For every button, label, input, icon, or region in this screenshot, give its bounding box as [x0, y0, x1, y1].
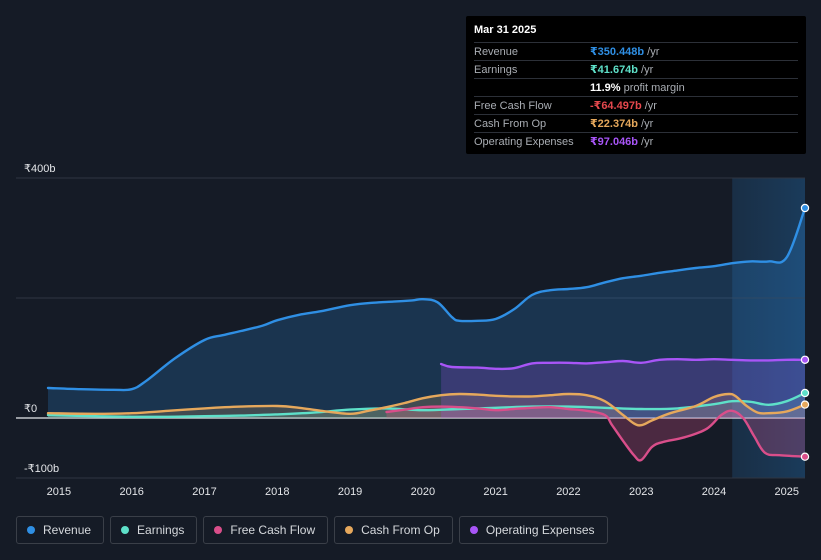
cash-from-op-end-point	[800, 400, 810, 409]
legend-item-label: Revenue	[43, 523, 92, 537]
operating-expenses-line	[439, 358, 807, 371]
x-tick-label: 2016	[119, 486, 143, 498]
plot-background	[732, 178, 805, 478]
free-cash-flow-end-point	[800, 452, 810, 461]
tooltip-row-value: ₹41.674b	[590, 64, 639, 76]
x-tick-label: 2019	[338, 486, 362, 498]
tooltip-row-label: Earnings	[474, 63, 518, 76]
legend-item-label: Free Cash Flow	[230, 523, 316, 537]
tooltip-row: Cash From Op ₹22.374b/yr	[474, 114, 798, 132]
series-end-markers	[800, 203, 810, 461]
tooltip-row-value: ₹97.046b	[590, 136, 639, 148]
tooltip-row-label: Revenue	[474, 45, 519, 58]
tooltip-row-unit: /yr	[647, 45, 660, 58]
tooltip-row: Revenue ₹350.448b/yr	[474, 42, 798, 60]
forecast-shade	[732, 178, 805, 478]
tooltip-row-unit: /yr	[641, 117, 654, 130]
earnings-area	[48, 393, 805, 418]
legend-item-revenue[interactable]: Revenue	[16, 516, 105, 544]
tooltip-row-label: Cash From Op	[474, 117, 547, 130]
x-tick-label: 2018	[265, 486, 289, 498]
legend-item-label: Earnings	[137, 523, 185, 537]
y-tick-label: ₹400b	[24, 163, 55, 175]
revenue-line	[46, 206, 807, 392]
legend-item-operating-expenses[interactable]: Operating Expenses	[458, 516, 608, 544]
x-tick-label: 2025	[775, 486, 799, 498]
earnings-dot-icon	[121, 526, 130, 534]
x-tick-label: 2023	[629, 486, 653, 498]
tooltip-row-label: Operating Expenses	[474, 135, 574, 148]
data-tooltip: Mar 31 2025 Revenue ₹350.448b/yr Earnings ₹…	[466, 16, 806, 154]
x-tick-label: 2024	[702, 486, 726, 498]
legend-item-label: Operating Expenses	[485, 523, 595, 537]
y-tick-label: ₹0	[24, 403, 37, 415]
tooltip-row-label: Free Cash Flow	[474, 99, 552, 112]
series-lines	[46, 206, 807, 462]
revenue-area	[48, 208, 805, 418]
revenue-dot-icon	[27, 526, 35, 534]
revenue-end-point	[800, 203, 810, 213]
x-tick-label: 2021	[483, 486, 507, 498]
tooltip-row: Free Cash Flow -₹64.497b/yr	[474, 96, 798, 114]
chart-legend: Revenue Earnings Free Cash Flow Cash From O…	[16, 516, 608, 546]
tooltip-date: Mar 31 2025	[474, 24, 537, 36]
x-tick-label: 2020	[411, 486, 435, 498]
cash-from-op-dot-icon	[345, 526, 354, 534]
tooltip-row-value: 11.9%	[590, 81, 621, 94]
tooltip-row-unit: profit margin	[623, 81, 685, 94]
tooltip-row: Earnings ₹41.674b/yr	[474, 60, 798, 78]
x-tick-label: 2017	[192, 486, 216, 498]
legend-item-earnings[interactable]: Earnings	[110, 516, 198, 544]
tooltip-row-unit: /yr	[641, 63, 654, 76]
tooltip-row: 11.9% profit margin	[474, 78, 798, 96]
cash-from-op-line	[46, 392, 807, 427]
y-tick-label: -₹100b	[24, 463, 59, 475]
tooltip-row-value: -₹64.497b	[590, 100, 642, 112]
tooltip-row-unit: /yr	[641, 135, 654, 148]
earnings-end-point	[800, 388, 810, 398]
tooltip-row-value: ₹22.374b	[590, 118, 639, 130]
series-areas	[48, 208, 805, 461]
free-cash-flow-line	[385, 405, 807, 462]
x-tick-label: 2015	[47, 486, 71, 498]
axis-ticks: ₹400b ₹0 -₹100b 2015 2016 2017 2018 2019 2020 202…	[24, 163, 799, 498]
tooltip-row: Operating Expenses ₹97.046b/yr	[474, 132, 798, 150]
tooltip-rows: Revenue ₹350.448b/yr Earnings ₹41.674b/yr 11…	[474, 42, 798, 150]
legend-item-cash-from-op[interactable]: Cash From Op	[334, 516, 453, 544]
free-cash-flow-area	[386, 406, 805, 461]
x-tick-label: 2022	[556, 486, 580, 498]
legend-item-label: Cash From Op	[361, 523, 440, 537]
operating-expenses-dot-icon	[469, 526, 478, 534]
operating-expenses-end-point	[800, 355, 810, 364]
tooltip-row-unit: /yr	[644, 99, 657, 112]
free-cash-flow-dot-icon	[214, 526, 223, 534]
tooltip-row-value: ₹350.448b	[590, 46, 645, 58]
legend-item-free-cash-flow[interactable]: Free Cash Flow	[203, 516, 329, 544]
